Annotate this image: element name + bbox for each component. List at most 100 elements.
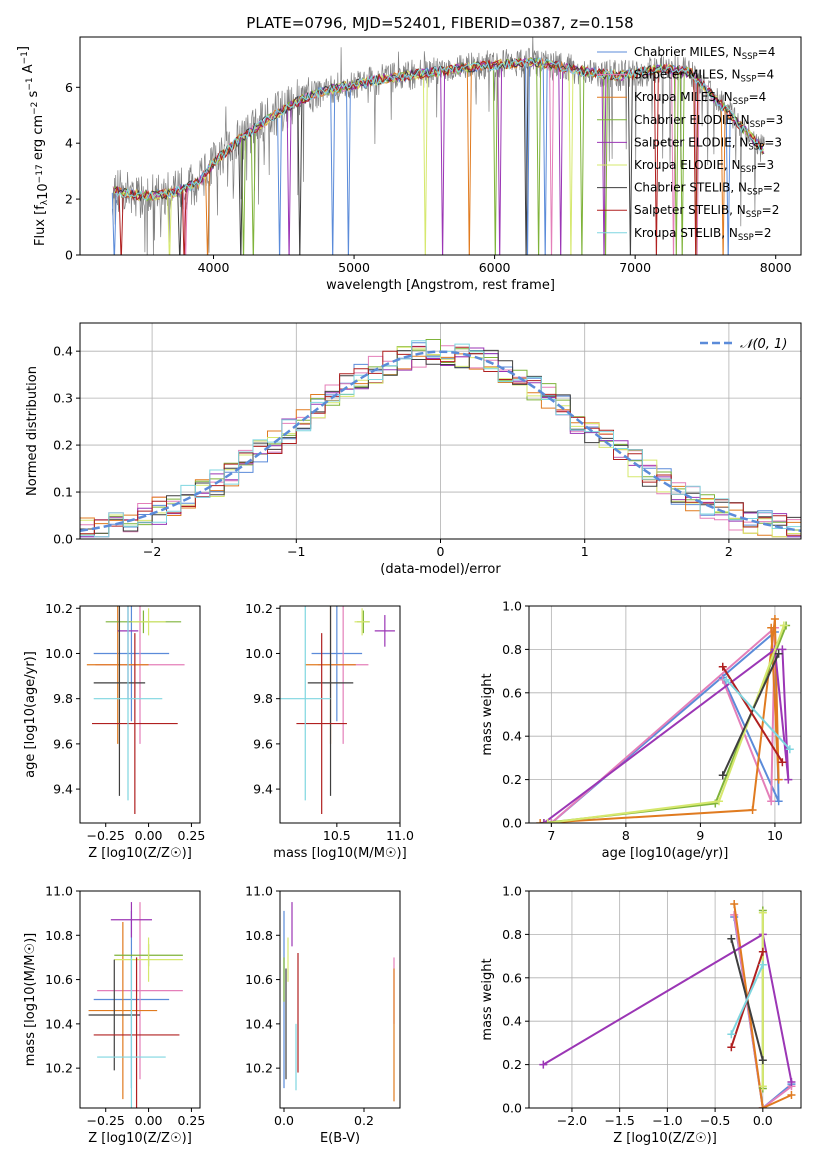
y-tick-label: 0.2 bbox=[502, 1057, 522, 1072]
y-tick-label: 0.0 bbox=[502, 1101, 522, 1116]
x-axis-label: Z [log10(Z/Z☉)] bbox=[88, 846, 192, 861]
weight-marker-kroupa-miles bbox=[767, 623, 776, 632]
x-tick-label: −1.5 bbox=[604, 1113, 634, 1128]
legend-subscript: SSP bbox=[741, 165, 757, 175]
x-tick-label: 1 bbox=[581, 544, 589, 559]
weight-vs-metallicity-plot: −2.0 −1.5 −1.0 −0.5 0.0 0.0 0.2 0.4 0.6 0.8 1.0 Z [… bbox=[480, 884, 802, 1146]
weight-marker-kroupa-stelib bbox=[758, 960, 767, 969]
legend-subscript: SSP bbox=[733, 97, 749, 107]
axes-frame bbox=[79, 605, 201, 824]
y-tick-label: 4 bbox=[65, 136, 73, 151]
legend-suffix: =3 bbox=[766, 113, 784, 127]
y-tick-label: 10.4 bbox=[245, 1016, 273, 1031]
y-axis-label: Flux [fλ10−17 erg cm−2 s−1 A−1] bbox=[16, 46, 51, 246]
y-axis-label: mass weight bbox=[480, 673, 495, 755]
axes-frame bbox=[528, 605, 802, 824]
y-tick-label: 1.0 bbox=[502, 599, 522, 614]
age-vs-mass-plot: 10.5 11.0 9.4 9.6 9.8 10.0 10.2 mass [log10(M/M… bbox=[245, 601, 414, 861]
y-tick-label: 0.3 bbox=[53, 391, 73, 406]
legend-label-normal: 𝒩(0, 1) bbox=[740, 337, 787, 352]
x-tick-label: −2 bbox=[143, 544, 161, 559]
weight-marker-salpeter-stelib bbox=[718, 662, 727, 671]
y-tick-label: 10.4 bbox=[45, 1016, 73, 1031]
normal-distribution-curve bbox=[80, 350, 801, 533]
x-tick-label: −0.25 bbox=[87, 828, 125, 843]
figure-title: PLATE=0796, MJD=52401, FIBERID=0387, z=0… bbox=[246, 14, 633, 32]
legend-text: Chabrier STELIB, N bbox=[634, 181, 747, 195]
weight-line-salpeter-miles bbox=[733, 914, 793, 1108]
x-tick-label: 0.0 bbox=[274, 1113, 294, 1128]
legend-subscript: SSP bbox=[747, 188, 763, 198]
y-axis-label-part: −1 bbox=[20, 51, 30, 64]
x-tick-label: 0.25 bbox=[178, 1113, 206, 1128]
y-axis-label-part: −2 bbox=[30, 102, 40, 115]
weight-line-kroupa-stelib bbox=[725, 679, 791, 750]
x-axis-label: Z [log10(Z/Z☉)] bbox=[88, 1131, 192, 1146]
legend-text: Kroupa MILES, N bbox=[634, 90, 733, 104]
axes-frame bbox=[79, 36, 802, 256]
y-tick-label: 10.2 bbox=[245, 601, 273, 616]
y-tick-label: 10.2 bbox=[245, 1061, 273, 1076]
y-axis-label-part: 10 bbox=[36, 183, 51, 200]
y-tick-label: 0.0 bbox=[53, 532, 73, 547]
x-tick-label: 7000 bbox=[619, 260, 651, 275]
y-tick-label: 11.0 bbox=[245, 884, 273, 899]
legend-subscript: SSP bbox=[750, 120, 766, 130]
weight-line-chabrier-stelib bbox=[721, 653, 780, 776]
x-tick-label: 5000 bbox=[338, 260, 370, 275]
x-tick-label: 0.25 bbox=[178, 828, 206, 843]
y-tick-label: 2 bbox=[65, 192, 73, 207]
legend-suffix: =3 bbox=[756, 158, 774, 172]
x-axis-label: mass [log10(M/M☉)] bbox=[273, 846, 406, 861]
y-axis-label-part: erg cm bbox=[31, 115, 46, 164]
y-tick-label: 9.6 bbox=[253, 736, 273, 751]
weight-marker-chabrier-stelib bbox=[718, 771, 727, 780]
x-tick-label: 9 bbox=[696, 828, 704, 843]
legend-label-1: Chabrier MILES, NSSP=4 bbox=[634, 45, 775, 62]
weight-marker-salpeter-stelib bbox=[758, 947, 767, 956]
legend-suffix: =3 bbox=[764, 135, 782, 149]
y-tick-label: 9.8 bbox=[253, 691, 273, 706]
y-axis-label: age [log10(age/yr)] bbox=[23, 651, 38, 778]
weight-marker-kroupa-elodie bbox=[779, 621, 788, 630]
legend-suffix: =4 bbox=[756, 68, 774, 82]
legend-subscript: SSP bbox=[746, 210, 762, 220]
x-axis-label: Z [log10(Z/Z☉)] bbox=[613, 1131, 717, 1146]
plot-area bbox=[111, 37, 765, 255]
legend-label-7: Chabrier STELIB, NSSP=2 bbox=[634, 181, 781, 198]
y-tick-label: 10.8 bbox=[45, 928, 73, 943]
weight-marker-salpeter-elodie bbox=[778, 645, 787, 654]
y-axis-label: Normed distribution bbox=[25, 366, 40, 496]
y-tick-label: 0.2 bbox=[502, 772, 522, 787]
y-tick-label: 11.0 bbox=[45, 884, 73, 899]
y-tick-label: 0.1 bbox=[53, 485, 73, 500]
weight-line-kroupa-miles bbox=[733, 903, 792, 1108]
mass-vs-extinction-plot: 0.0 0.2 10.2 10.4 10.6 10.8 11.0 E(B-V) bbox=[245, 884, 401, 1146]
model-line-kroupa-stelib bbox=[115, 57, 764, 201]
weight-marker-salpeter-miles bbox=[547, 819, 556, 823]
y-axis-label: mass weight bbox=[480, 958, 495, 1040]
weight-line-salpeter-miles bbox=[550, 625, 776, 823]
spectrum-plot: 4000 5000 6000 7000 8000 0 2 4 6 wavelength [Angs… bbox=[16, 36, 802, 293]
legend-suffix: =4 bbox=[749, 90, 767, 104]
y-axis-label-part: ] bbox=[16, 46, 31, 51]
x-tick-label: 0.2 bbox=[354, 1113, 374, 1128]
x-tick-label: 0.00 bbox=[135, 1113, 163, 1128]
weight-marker-salpeter-elodie bbox=[539, 1060, 548, 1069]
y-axis-label: mass [log10(M/M☉)] bbox=[23, 933, 38, 1066]
legend-text: Kroupa STELIB, N bbox=[634, 226, 738, 240]
legend-label-2: Salpeter MILES, NSSP=4 bbox=[634, 68, 774, 85]
plot-area bbox=[88, 902, 183, 1108]
y-tick-label: 10.2 bbox=[45, 601, 73, 616]
legend-label-9: Kroupa STELIB, NSSP=2 bbox=[634, 226, 772, 243]
plot-area bbox=[283, 902, 395, 1102]
axes-frame bbox=[279, 605, 401, 824]
weight-marker-kroupa-miles bbox=[730, 900, 739, 909]
y-tick-label: 0.4 bbox=[53, 344, 73, 359]
spectrum-legend: Chabrier MILES, NSSP=4 Salpeter MILES, NS… bbox=[597, 45, 783, 243]
x-tick-label: −0.25 bbox=[87, 1113, 125, 1128]
x-axis-label: age [log10(age/yr)] bbox=[602, 846, 729, 861]
legend-text: Chabrier ELODIE, N bbox=[634, 113, 750, 127]
histogram-kroupa-elodie bbox=[80, 346, 801, 538]
